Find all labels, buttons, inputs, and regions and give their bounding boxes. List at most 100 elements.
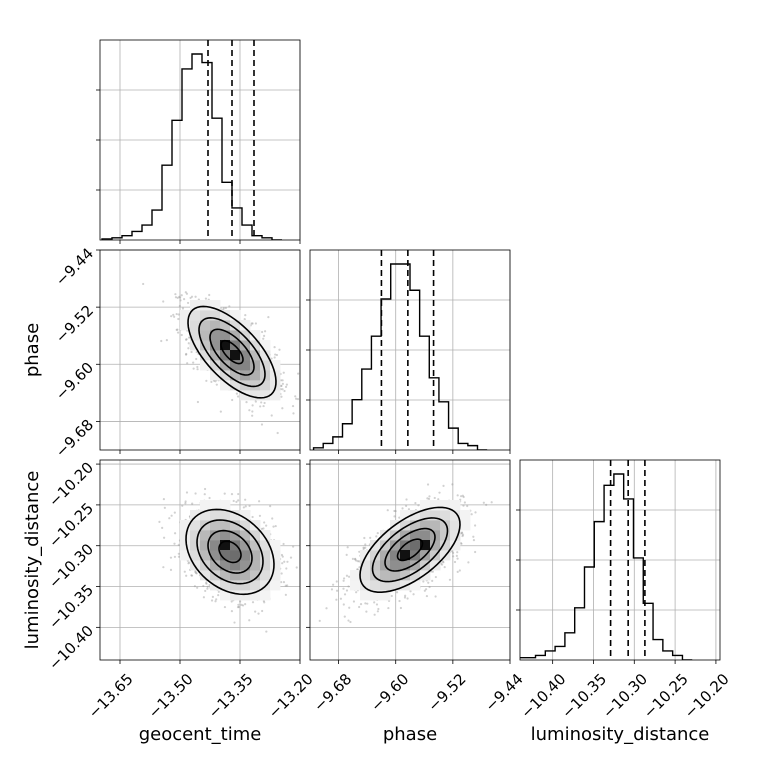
density-cell (200, 340, 211, 351)
density-cell (240, 580, 251, 591)
panel-frame-geocent_time-luminosity_distance (99, 459, 301, 661)
x-tick-label-geocent_time-2: −13.35 (205, 670, 257, 722)
scatter-point (376, 610, 379, 613)
scatter-point (173, 555, 177, 558)
density-cell (240, 360, 251, 371)
scatter-point (349, 620, 352, 624)
density-cell (440, 540, 451, 551)
density-cell (220, 520, 231, 531)
scatter-point (170, 315, 173, 318)
contour-level-1 (384, 527, 436, 572)
density-cell (240, 520, 251, 531)
density-cell (420, 520, 431, 531)
density-cell (200, 530, 211, 541)
density-cell (450, 520, 461, 531)
density-cell (200, 550, 211, 561)
scatter-point (283, 560, 286, 563)
scatter-point (440, 562, 443, 565)
hist-bin (352, 400, 362, 450)
scatter-point (245, 400, 248, 404)
scatter-point (364, 546, 367, 549)
scatter-point (178, 304, 181, 308)
scatter-point (428, 495, 431, 498)
density-cell (440, 510, 451, 521)
scatter-point (456, 570, 459, 573)
scatter-point (343, 593, 347, 596)
scatter-point (342, 577, 346, 580)
hist-bin (439, 402, 449, 450)
scatter-point (185, 338, 188, 341)
scatter-point (263, 521, 266, 524)
density-cell (390, 580, 401, 591)
scatter-point (193, 585, 196, 588)
scatter-point (490, 501, 493, 504)
density-cell (370, 570, 381, 581)
density-cell (240, 540, 251, 551)
density-cell (200, 320, 211, 331)
scatter-point (244, 498, 247, 501)
hist-frame-luminosity_distance (519, 459, 721, 661)
scatter-point (262, 334, 266, 337)
scatter-point (265, 630, 268, 633)
scatter-point (356, 568, 359, 571)
scatter-point (423, 589, 426, 592)
density-cell (400, 510, 411, 521)
scatter-point (351, 557, 355, 561)
density-cell (410, 580, 421, 591)
scatter-point (174, 296, 178, 299)
density-cell (220, 330, 231, 341)
scatter-point (242, 506, 245, 509)
hist-bin (182, 69, 192, 240)
density-cell (250, 360, 261, 371)
density-cell (430, 540, 441, 551)
scatter-point (261, 330, 264, 334)
scatter-point (289, 556, 293, 559)
density-cell (220, 510, 231, 521)
scatter-point (270, 414, 273, 417)
density-cell (270, 390, 281, 401)
scatter-point (189, 296, 192, 300)
scatter-point (204, 297, 208, 300)
density-cell (210, 550, 221, 561)
density-cell (210, 320, 221, 331)
scatter-point (176, 296, 179, 300)
density-cell (220, 370, 231, 381)
x-tick-label-luminosity_distance-1: −10.35 (558, 670, 610, 722)
scatter-point (441, 560, 445, 563)
scatter-point (273, 345, 276, 349)
scatter-point (244, 314, 247, 317)
scatter-point (387, 606, 390, 610)
scatter-point (461, 532, 464, 535)
scatter-point (172, 313, 175, 316)
density-cell (270, 360, 281, 371)
scatter-point (215, 383, 218, 386)
scatter-point (224, 306, 227, 310)
density-peak-cell-1 (420, 540, 430, 550)
density-cell (210, 330, 221, 341)
scatter-point (409, 590, 412, 593)
density-cell (240, 320, 251, 331)
scatter-point (474, 511, 477, 514)
scatter-point (283, 389, 286, 393)
scatter-point (295, 566, 298, 569)
scatter-point (263, 330, 267, 333)
density-cell (370, 580, 381, 591)
scatter-point (451, 483, 454, 486)
scatter-point (456, 551, 459, 554)
scatter-point (187, 562, 190, 565)
density-cell (260, 340, 271, 351)
scatter-point (162, 566, 165, 569)
scatter-point (185, 491, 189, 494)
scatter-point (205, 582, 208, 585)
scatter-point (276, 431, 279, 435)
scatter-point (251, 601, 255, 604)
scatter-point (450, 550, 453, 553)
density-cell (410, 520, 421, 531)
scatter-point (194, 295, 197, 298)
y-tick-label-phase-2: −9.52 (52, 301, 97, 346)
density-cell (400, 570, 411, 581)
hist-bin (449, 428, 459, 450)
density-cell (210, 350, 221, 361)
scatter-point (179, 296, 182, 299)
density-cell (220, 550, 231, 561)
